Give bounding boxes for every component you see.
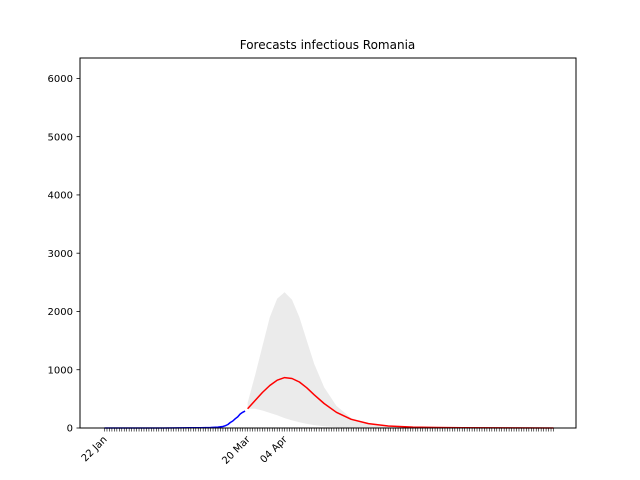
chart-title: Forecasts infectious Romania: [240, 38, 416, 52]
forecast-line: [247, 376, 554, 429]
y-tick-label: 5000: [48, 132, 73, 143]
observed-line: [104, 410, 246, 429]
y-tick-label: 4000: [48, 191, 73, 202]
uncertainty-band: [247, 292, 554, 428]
uncertainty-band-layer: [247, 292, 554, 428]
x-tick-label: 04 Apr: [258, 434, 290, 466]
x-tick-label: 20 Mar: [220, 434, 253, 467]
y-tick-label: 3000: [48, 249, 73, 260]
y-tick-label: 2000: [48, 307, 73, 318]
y-tick-label: 1000: [48, 365, 73, 376]
plot-frame: [79, 57, 577, 429]
y-tick-label: 0: [67, 424, 73, 435]
x-tick-label: 22 Jan: [80, 434, 110, 464]
y-tick-label: 6000: [48, 74, 73, 85]
